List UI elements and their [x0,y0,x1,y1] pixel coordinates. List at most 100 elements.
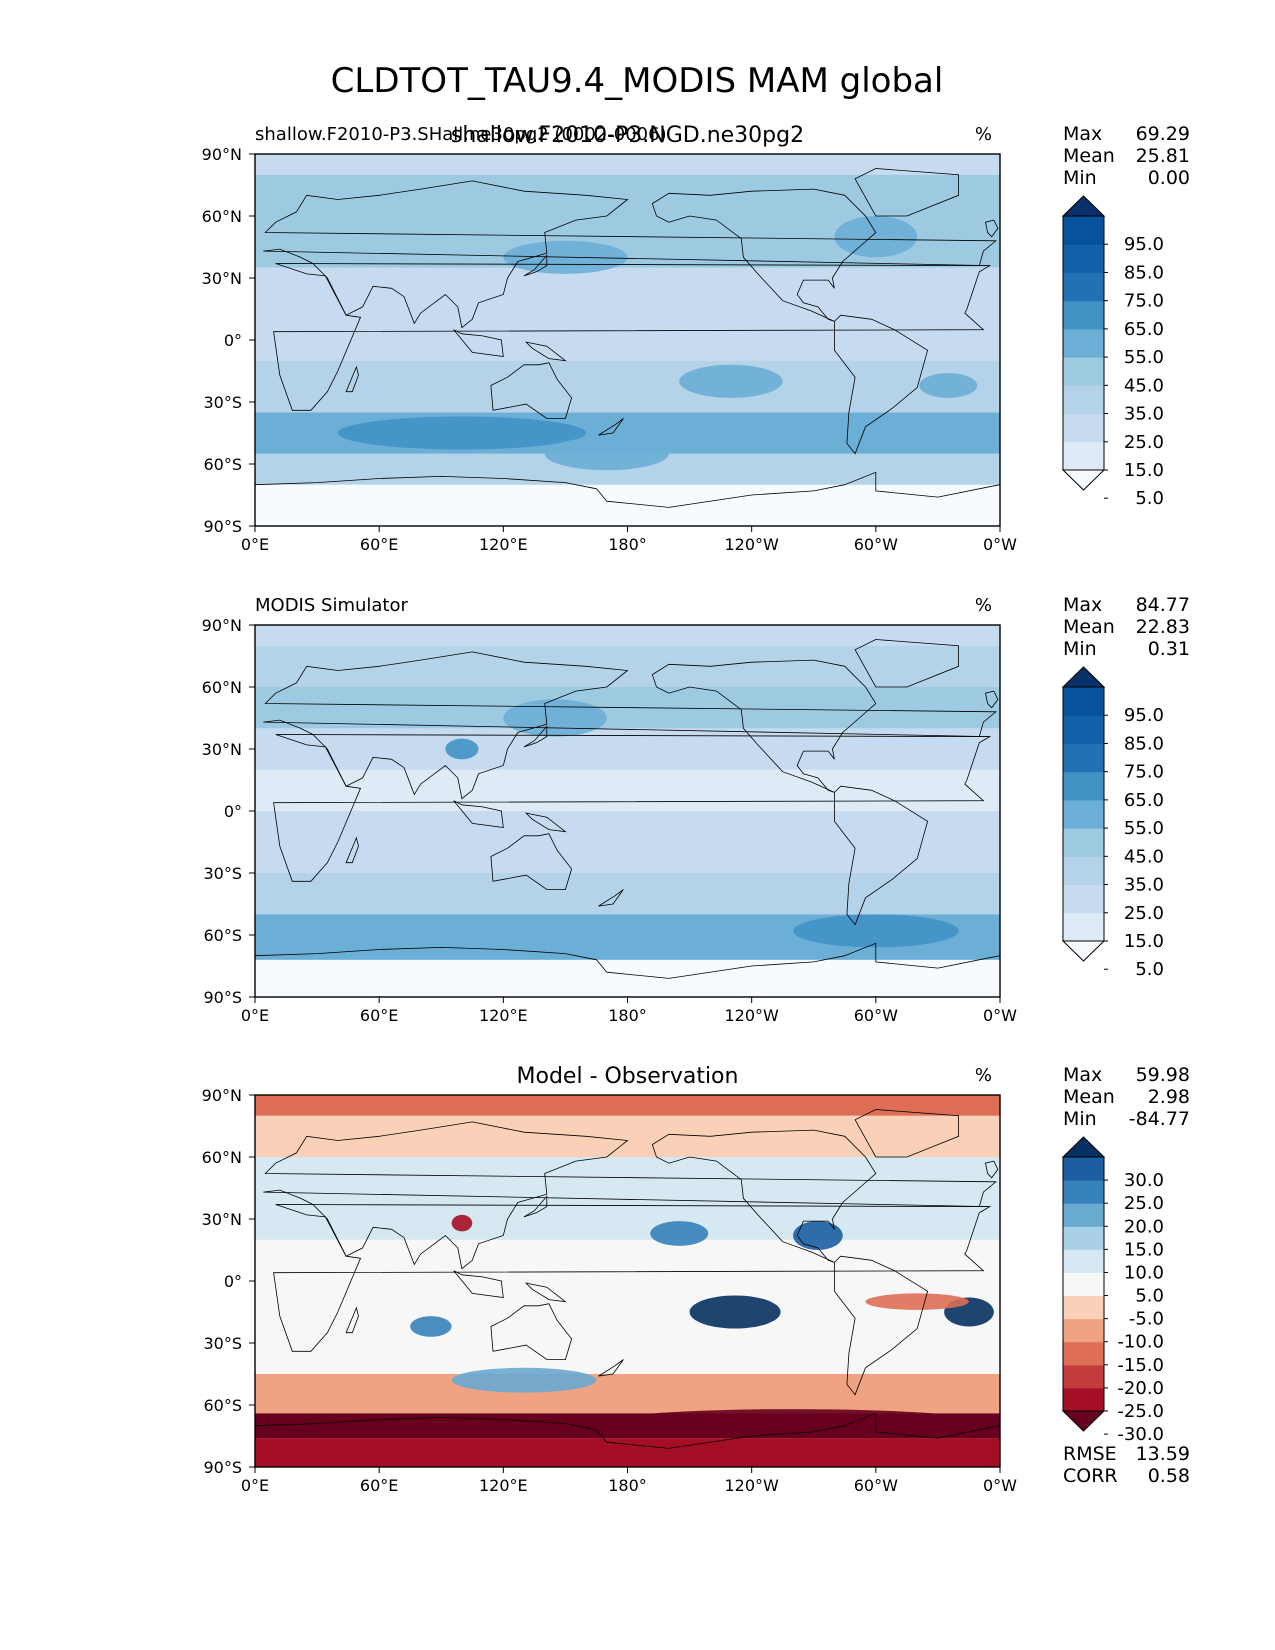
coastline [263,180,997,329]
x-tick-label: 120°E [479,1476,528,1495]
colorbar-label: 15.0 [1124,1239,1164,1260]
colorbar-label: 25.0 [1124,1193,1164,1214]
colorbar-segment [1063,1203,1104,1227]
stat-label: RMSE [1063,1443,1117,1465]
y-tick-label: 90°S [203,517,242,536]
field-feature [919,373,978,398]
coastline [598,1359,624,1377]
coastline [345,836,359,864]
colorbar-segment [1063,300,1104,330]
stat-label: Min [1063,638,1097,660]
colorbar-segment [1063,1226,1104,1250]
field-band [255,1438,1000,1467]
stat-value: 0.58 [1148,1465,1190,1487]
colorbar-segment [1063,1180,1104,1204]
panel-left-title: MODIS Simulator [255,595,408,616]
coastline [598,418,624,436]
stat-label: Mean [1063,616,1115,638]
field-band [255,1301,1000,1374]
coastline [453,329,504,357]
y-tick-label: 60°S [203,926,242,945]
stat-label: CORR [1063,1465,1118,1487]
stat-value: 0.31 [1148,638,1190,660]
coastline [273,734,992,882]
coastline [345,365,359,393]
x-tick-label: 60°W [854,1006,898,1025]
colorbar-label: -25.0 [1117,1401,1164,1422]
coastline [255,942,1000,997]
field-feature [503,699,607,737]
field-feature [650,1221,709,1246]
colorbar-segment [1063,799,1104,829]
stat-label: Max [1063,123,1102,145]
colorbar-label: 55.0 [1124,347,1164,368]
y-tick-label: 60°N [202,678,242,697]
colorbar-label: 15.0 [1124,460,1164,481]
field-feature [586,918,752,952]
colorbar-label: 45.0 [1124,375,1164,396]
colorbar-segment [1063,828,1104,857]
field-feature [451,1214,473,1232]
coastline [345,1306,359,1334]
colorbar-segment [1063,912,1104,942]
x-tick-label: 0°W [983,1476,1017,1495]
colorbar-label: 20.0 [1124,1216,1164,1237]
field-feature [445,738,479,760]
colorbar-segment [1063,687,1104,716]
y-tick-label: 30°N [202,269,242,288]
y-tick-label: 30°S [203,864,242,883]
colorbar-frame [1062,1156,1105,1412]
field-feature [679,364,783,398]
x-tick-label: 180° [608,535,647,554]
colorbar: 95.0 85.0 75.0 65.0 55.0 45.0 35.0 25.0 15.0 5.0 [1061,666,1164,980]
y-tick-label: 30°N [202,1210,242,1229]
colorbar-label: -5.0 [1129,1309,1164,1330]
y-tick-label: 90°S [203,1458,242,1477]
colorbar-extend-low [1061,1410,1106,1432]
coastline [854,168,959,217]
colorbar-extend-low [1061,940,1106,962]
stat-value: 25.81 [1136,145,1190,167]
colorbar-label: -30.0 [1117,1424,1164,1445]
x-tick-label: 120°E [479,1006,528,1025]
colorbar-label: 75.0 [1124,291,1164,312]
colorbar-label: -10.0 [1117,1332,1164,1353]
colorbar-label: 30.0 [1124,1170,1164,1191]
field-band [255,154,1000,175]
y-tick-label: 0° [224,1272,242,1291]
coastline [985,1160,999,1179]
colorbar-label: -20.0 [1117,1378,1164,1399]
coastline [854,1109,959,1158]
colorbar-label: 85.0 [1124,733,1164,754]
figure-title: CLDTOT_TAU9.4_MODIS MAM global [331,61,944,101]
colorbar-segment [1063,1295,1104,1320]
panel-test: shallow.F2010-P3.SHall.ne30pg2 (0002-000… [202,123,1190,554]
y-tick-label: 90°S [203,988,242,1007]
y-tick-label: 90°N [202,145,242,164]
colorbar-extend-high [1061,666,1106,688]
colorbar-segment [1063,1364,1104,1389]
coastline [985,219,999,238]
colorbar-label: 45.0 [1124,846,1164,867]
colorbar-segment [1063,244,1104,273]
coastline [985,690,999,709]
x-tick-label: 120°E [479,535,528,554]
colorbar-frame [1062,686,1105,942]
field-band [255,959,1000,997]
panel-units: % [975,124,992,145]
panel-center-title: shallow.F2010-P3.NGD.ne30pg2 [451,123,804,148]
colorbar-segment [1063,1272,1104,1297]
stat-label: Mean [1063,1086,1115,1108]
field-band [255,811,1000,873]
colorbar-label: 25.0 [1124,903,1164,924]
colorbar: 95.0 85.0 75.0 65.0 55.0 45.0 35.0 25.0 15.0 5.0 [1061,195,1164,509]
y-tick-label: 60°N [202,1148,242,1167]
x-tick-label: 60°W [854,1476,898,1495]
field-feature [834,216,918,258]
field-band [255,625,1000,646]
coastline [598,889,624,907]
field-band [255,484,1000,526]
coastline [854,639,959,688]
colorbar-segment [1063,441,1104,471]
